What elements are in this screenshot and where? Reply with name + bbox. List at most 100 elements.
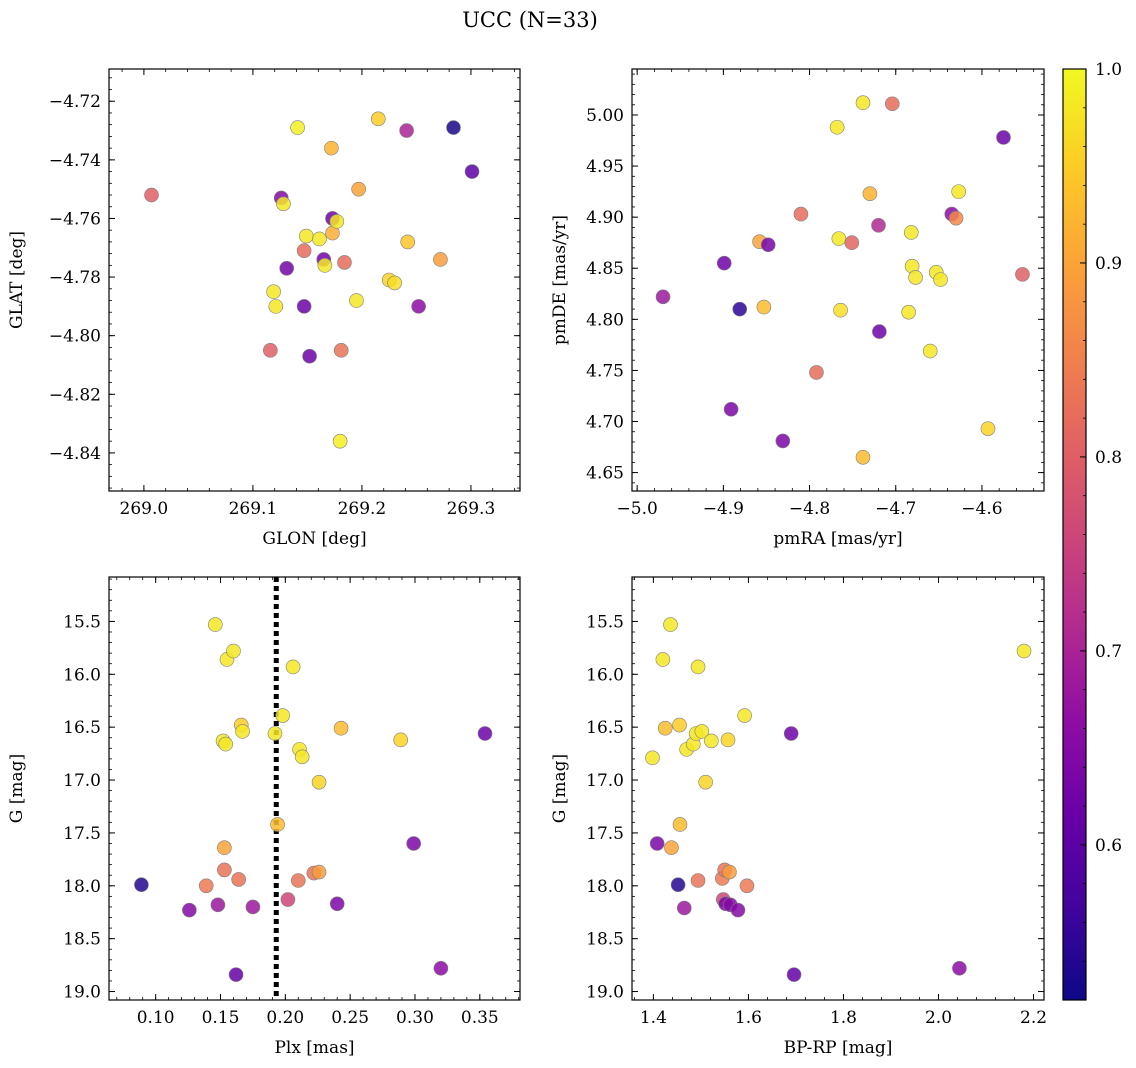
scatter-point bbox=[312, 231, 327, 247]
scatter-point bbox=[783, 726, 799, 741]
scatter-point bbox=[775, 433, 791, 449]
scatter-point bbox=[809, 365, 824, 380]
x-tick-label: 269.1 bbox=[229, 499, 278, 519]
scatter-point bbox=[370, 111, 386, 127]
scatter-point bbox=[676, 900, 692, 916]
y-tick-label: −4.80 bbox=[49, 327, 101, 347]
scatter-point bbox=[655, 289, 671, 305]
scatter-point bbox=[411, 299, 426, 314]
scatter-point bbox=[294, 749, 310, 765]
panel-bprp-g: 1.4 1.6 1.8 2.0 2.2 15.5 16.0 16.5 17.0 17.5 18.0 1… bbox=[550, 576, 1047, 1058]
colorbar-frame bbox=[1062, 68, 1087, 1001]
x-tick-label: 269.2 bbox=[338, 499, 387, 519]
scatter-point bbox=[855, 449, 871, 465]
axes-frame bbox=[631, 68, 1045, 492]
scatter-point bbox=[235, 724, 250, 739]
x-tick-label: −4.6 bbox=[961, 499, 1002, 519]
scatter-point bbox=[720, 732, 736, 748]
y-tick-label: 19.0 bbox=[586, 983, 624, 1003]
scatter-point bbox=[645, 750, 660, 766]
scatter-point bbox=[829, 119, 845, 135]
x-tick-label: −4.7 bbox=[875, 499, 916, 519]
scatter-point bbox=[901, 304, 916, 320]
scatter-point bbox=[690, 659, 706, 675]
scatter-point bbox=[793, 206, 809, 222]
y-tick-label: 18.5 bbox=[586, 930, 624, 950]
scatter-point bbox=[922, 343, 938, 359]
y-tick-label: −4.84 bbox=[49, 444, 101, 464]
colorbar-tick-label: 0.9 bbox=[1095, 254, 1122, 274]
scatter-point bbox=[332, 433, 348, 449]
scatter-point bbox=[760, 237, 776, 253]
x-tick-label: 0.30 bbox=[396, 1008, 434, 1028]
scatter-point bbox=[732, 301, 748, 317]
y-tick-label: 4.80 bbox=[586, 310, 624, 330]
scatter-point bbox=[831, 231, 847, 246]
scatter-point bbox=[208, 617, 223, 632]
scatter-point bbox=[217, 862, 232, 878]
x-tick-label: −4.8 bbox=[789, 499, 830, 519]
scatter-point bbox=[349, 293, 364, 308]
scatter-point bbox=[263, 343, 278, 358]
scatter-point bbox=[951, 184, 966, 199]
y-tick-label: −4.76 bbox=[49, 209, 101, 229]
scatter-point bbox=[231, 872, 246, 887]
scatter-point bbox=[996, 130, 1011, 145]
y-tick-label: 4.70 bbox=[586, 413, 624, 433]
x-tick-label: 2.2 bbox=[1020, 1008, 1047, 1028]
plot-area bbox=[645, 617, 1032, 982]
colorbar: 0.6 0.7 0.8 0.9 1.0 bbox=[1062, 60, 1122, 1001]
scatter-point bbox=[433, 252, 448, 267]
scatter-point bbox=[786, 967, 802, 982]
y-tick-label: 18.0 bbox=[586, 877, 624, 897]
colorbar-tick-label: 0.8 bbox=[1095, 448, 1122, 468]
scatter-point bbox=[210, 897, 226, 913]
y-tick-label: 19.0 bbox=[63, 983, 101, 1003]
y-tick-label: −4.74 bbox=[49, 151, 101, 171]
scatter-point bbox=[704, 733, 719, 749]
y-tick-label: 4.90 bbox=[586, 208, 624, 228]
scatter-point bbox=[337, 255, 352, 270]
scatter-point bbox=[663, 617, 678, 632]
scatter-point bbox=[329, 214, 345, 229]
scatter-point bbox=[933, 272, 948, 287]
x-tick-label: 269.0 bbox=[120, 499, 169, 519]
scatter-point bbox=[952, 960, 967, 976]
plot-area bbox=[655, 95, 1030, 465]
scatter-point bbox=[722, 864, 737, 880]
scatter-point bbox=[833, 302, 848, 318]
scatter-point bbox=[477, 726, 493, 741]
y-tick-label: 17.0 bbox=[586, 771, 624, 791]
scatter-point bbox=[649, 836, 665, 851]
panel-pmra-pmde: −5.0 −4.9 −4.8 −4.7 −4.6 4.65 4.70 4.75 4.80 4.85… bbox=[550, 68, 1045, 549]
scatter-point bbox=[655, 652, 671, 667]
x-axis-label: GLON [deg] bbox=[262, 529, 366, 549]
y-tick-label: 4.65 bbox=[586, 464, 624, 484]
scatter-point bbox=[285, 659, 301, 675]
y-tick-label: −4.72 bbox=[49, 92, 101, 112]
plot-area bbox=[144, 111, 480, 449]
y-tick-label: 4.85 bbox=[586, 259, 624, 279]
scatter-point bbox=[446, 120, 461, 135]
scatter-point bbox=[672, 717, 687, 733]
y-tick-label: 16.0 bbox=[586, 665, 624, 685]
y-tick-label: 4.95 bbox=[586, 157, 624, 177]
axes-frame bbox=[108, 576, 521, 1001]
x-axis-label: Plx [mas] bbox=[274, 1038, 354, 1058]
scatter-point bbox=[302, 348, 317, 364]
x-tick-label: −4.9 bbox=[703, 499, 744, 519]
scatter-point bbox=[464, 164, 480, 179]
scatter-point bbox=[144, 187, 159, 203]
scatter-point bbox=[296, 299, 312, 314]
colorbar-tick-label: 0.7 bbox=[1095, 642, 1122, 662]
y-tick-label: 16.0 bbox=[63, 665, 101, 685]
y-tick-label: 18.0 bbox=[63, 877, 101, 897]
x-tick-label: 0.10 bbox=[137, 1008, 175, 1028]
scatter-point bbox=[226, 643, 241, 659]
scatter-point bbox=[329, 896, 345, 912]
scatter-point bbox=[694, 724, 710, 739]
scatter-point bbox=[406, 836, 421, 851]
scatter-point bbox=[134, 877, 149, 893]
scatter-point bbox=[855, 95, 871, 111]
scatter-point bbox=[351, 181, 366, 197]
